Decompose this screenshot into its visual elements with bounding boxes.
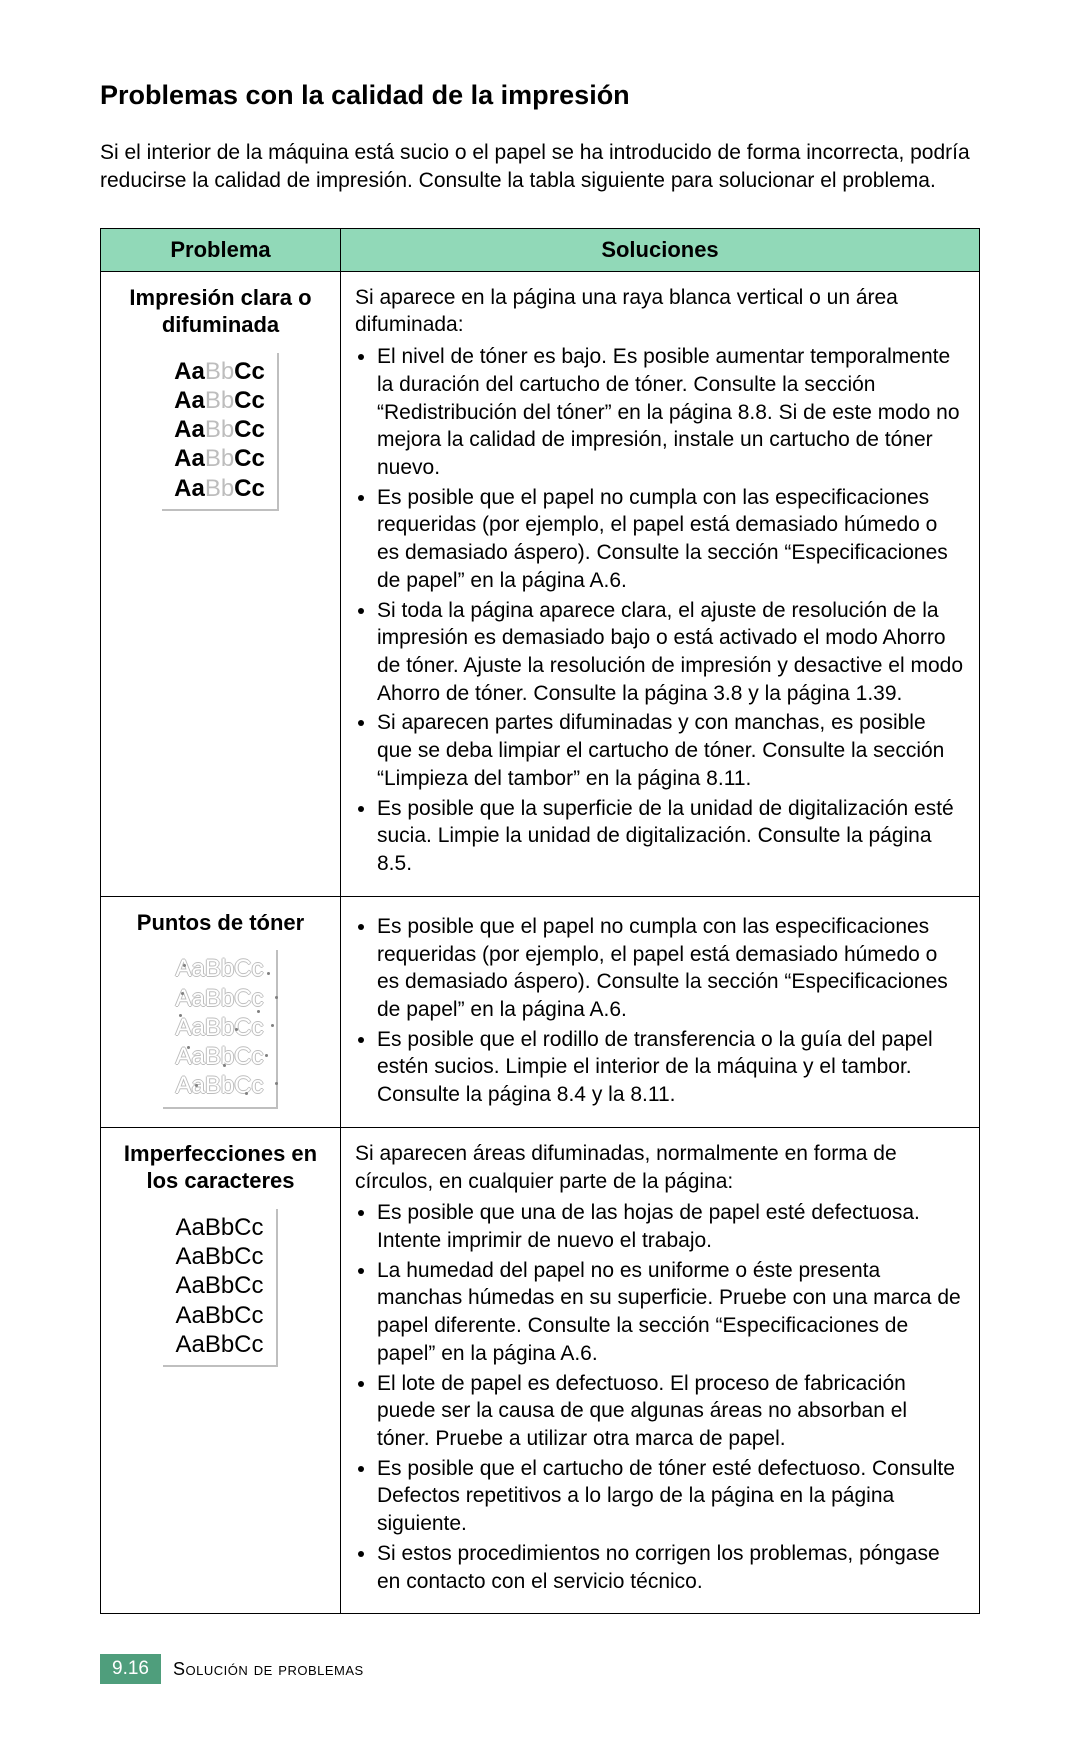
page-footer: 9.16 Solución de problemas [100, 1654, 980, 1684]
table-row: Impresión clara o difuminadaAaBbCcAaBbCc… [101, 271, 980, 896]
print-sample: AaBbCcAaBbCcAaBbCcAaBbCcAaBbCc [163, 1209, 277, 1367]
page-number-badge: 9.16 [100, 1654, 161, 1684]
solucion-item: Es posible que una de las hojas de papel… [377, 1199, 965, 1254]
sample-line: AaBbCc [174, 415, 265, 444]
sample-line: AaBbCc [175, 1301, 263, 1330]
solucion-intro: Si aparece en la página una raya blanca … [355, 284, 965, 339]
solucion-item: Es posible que el papel no cumpla con la… [377, 484, 965, 595]
footer-section-label: Solución de problemas [173, 1659, 364, 1680]
problema-title: Puntos de tóner [111, 909, 330, 937]
th-problema: Problema [101, 228, 341, 271]
solucion-item: Es posible que el rodillo de transferenc… [377, 1026, 965, 1109]
solucion-list: Es posible que una de las hojas de papel… [355, 1199, 965, 1595]
sample-line: AaBbCc [175, 1071, 263, 1100]
sample-line: AaBbCc [174, 444, 265, 473]
sample-line: AaBbCc [175, 984, 263, 1013]
sample-line: AaBbCc [174, 474, 265, 503]
print-sample: AaBbCcAaBbCcAaBbCcAaBbCcAaBbCc [162, 353, 279, 511]
solucion-list: Es posible que el papel no cumpla con la… [355, 913, 965, 1109]
print-sample: AaBbCcAaBbCcAaBbCcAaBbCcAaBbCc [163, 950, 277, 1108]
solucion-item: Si estos procedimientos no corrigen los … [377, 1540, 965, 1595]
sample-line: AaBbCc [175, 954, 263, 983]
toner-spot [275, 996, 278, 999]
table-row: Imperfecciones en los caracteresAaBbCcAa… [101, 1127, 980, 1614]
soluciones-cell: Si aparece en la página una raya blanca … [341, 271, 980, 896]
sample-line: AaBbCc [175, 1213, 263, 1242]
solucion-item: Si aparecen partes difuminadas y con man… [377, 709, 965, 792]
solucion-item: La humedad del papel no es uniforme o és… [377, 1257, 965, 1368]
problema-cell: Impresión clara o difuminadaAaBbCcAaBbCc… [101, 271, 341, 896]
toner-spot [275, 1082, 278, 1085]
intro-paragraph: Si el interior de la máquina está sucio … [100, 139, 980, 196]
soluciones-cell: Si aparecen áreas difuminadas, normalmen… [341, 1127, 980, 1614]
sample-line: AaBbCc [175, 1013, 263, 1042]
solucion-item: Si toda la página aparece clara, el ajus… [377, 597, 965, 708]
toner-spot [265, 1054, 268, 1057]
th-soluciones: Soluciones [341, 228, 980, 271]
toner-spot [271, 1024, 274, 1027]
solucion-item: El nivel de tóner es bajo. Es posible au… [377, 343, 965, 482]
problema-cell: Imperfecciones en los caracteresAaBbCcAa… [101, 1127, 341, 1614]
sample-spot-wrap: AaBbCcAaBbCcAaBbCcAaBbCcAaBbCc [175, 954, 263, 1100]
solucion-item: El lote de papel es defectuoso. El proce… [377, 1370, 965, 1453]
soluciones-cell: Es posible que el papel no cumpla con la… [341, 896, 980, 1127]
sample-line: AaBbCc [175, 1271, 263, 1300]
problema-title: Imperfecciones en los caracteres [111, 1140, 330, 1195]
sample-line: AaBbCc [175, 1330, 263, 1359]
problema-cell: Puntos de tónerAaBbCcAaBbCcAaBbCcAaBbCcA… [101, 896, 341, 1127]
toner-spot [267, 972, 270, 975]
solucion-intro: Si aparecen áreas difuminadas, normalmen… [355, 1140, 965, 1195]
table-header-row: Problema Soluciones [101, 228, 980, 271]
solucion-item: Es posible que la superficie de la unida… [377, 795, 965, 878]
page-title: Problemas con la calidad de la impresión [100, 80, 980, 111]
sample-line: AaBbCc [175, 1242, 263, 1271]
problema-title: Impresión clara o difuminada [111, 284, 330, 339]
solucion-item: Es posible que el cartucho de tóner esté… [377, 1455, 965, 1538]
table-row: Puntos de tónerAaBbCcAaBbCcAaBbCcAaBbCcA… [101, 896, 980, 1127]
troubleshooting-table: Problema Soluciones Impresión clara o di… [100, 228, 980, 1615]
page: Problemas con la calidad de la impresión… [0, 0, 1080, 1744]
solucion-item: Es posible que el papel no cumpla con la… [377, 913, 965, 1024]
sample-line: AaBbCc [174, 357, 265, 386]
solucion-list: El nivel de tóner es bajo. Es posible au… [355, 343, 965, 878]
sample-line: AaBbCc [174, 386, 265, 415]
